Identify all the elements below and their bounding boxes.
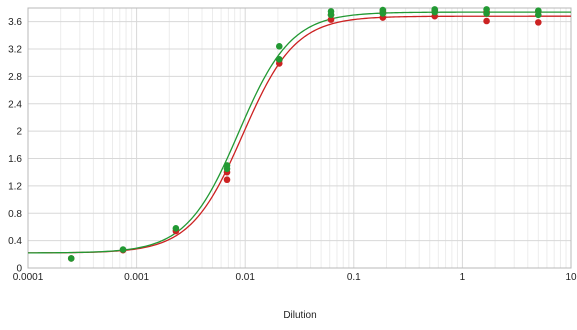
y-tick-label: 2 [16,127,22,138]
x-tick-label: 10 [565,272,577,283]
data-point [223,162,231,169]
fit-curves [27,11,571,254]
data-point [327,16,335,23]
x-axis-title: Dilution [283,310,316,321]
y-tick-label: 3.6 [8,17,22,28]
data-point [535,7,542,15]
fit-curve [27,11,571,254]
data-point [275,43,283,50]
data-point [483,6,490,13]
x-tick-label: 0.001 [124,272,149,283]
data-point [327,8,335,15]
data-point [172,225,180,232]
y-tick-label: 0.4 [8,236,22,247]
y-tick-label: 3.2 [8,45,22,56]
axes [27,7,572,269]
data-point [483,17,490,25]
plot-frame [27,7,572,269]
y-tick-label: 0 [16,264,22,275]
data-point [275,56,283,63]
y-tick-label: 0.8 [8,209,22,220]
y-tick-label: 1.2 [8,181,22,192]
y-tick-label: 1.6 [8,154,22,165]
y-tick-label: 2.8 [8,72,22,83]
x-tick-label: 1 [460,272,466,283]
data-point [119,246,127,253]
tick-labels: 0 0.4 0.8 1.2 1.6 2 2.4 2.8 3.2 3.6 0.0001 0.001 0.0… [8,17,577,283]
x-tick-label: 0.0001 [13,272,44,283]
data-point [431,6,439,13]
data-point [379,6,387,14]
y-tick-label: 2.4 [8,99,22,110]
x-tick-label: 0.01 [235,272,255,283]
data-point [67,255,75,262]
data-point [535,19,542,26]
fit-curve [28,15,571,254]
data-point [223,176,231,184]
data-points [67,6,542,262]
x-tick-label: 0.1 [347,272,361,283]
grid [27,8,572,269]
